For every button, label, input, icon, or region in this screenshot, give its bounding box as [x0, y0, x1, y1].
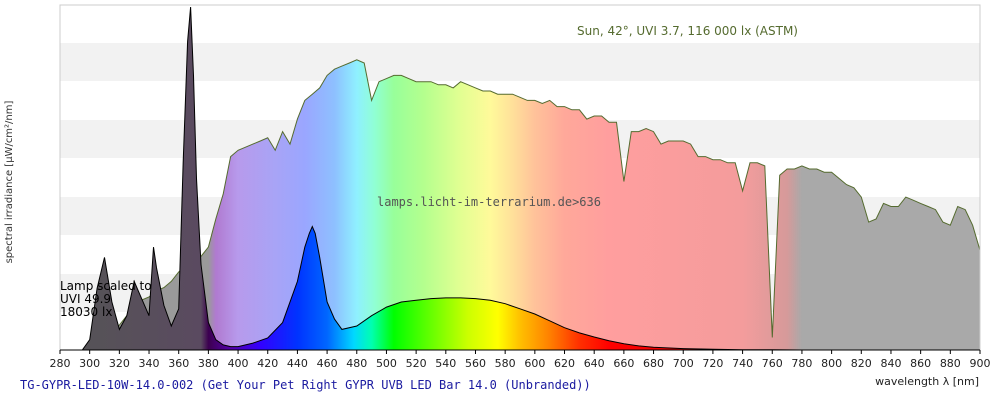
- lamp-spectrum-area: [81, 6, 980, 350]
- lamp-outline: [81, 6, 980, 350]
- x-tick-label-800: 800: [821, 357, 842, 370]
- x-tick-label-860: 860: [910, 357, 931, 370]
- x-tick-label-680: 680: [643, 357, 664, 370]
- x-tick-label-440: 440: [287, 357, 308, 370]
- x-tick-label-640: 640: [584, 357, 605, 370]
- x-axis-label: wavelength λ [nm]: [875, 375, 979, 388]
- x-tick-label-840: 840: [880, 357, 901, 370]
- x-tick-label-880: 880: [940, 357, 961, 370]
- x-tick-label-500: 500: [376, 357, 397, 370]
- x-tick-label-720: 720: [702, 357, 723, 370]
- x-tick-label-320: 320: [109, 357, 130, 370]
- x-tick-label-820: 820: [851, 357, 872, 370]
- x-tick-label-700: 700: [673, 357, 694, 370]
- x-tick-label-280: 280: [50, 357, 71, 370]
- x-tick-label-360: 360: [168, 357, 189, 370]
- x-tick-label-600: 600: [524, 357, 545, 370]
- footer-lamp-name: TG-GYPR-LED-10W-14.0-002 (Get Your Pet R…: [20, 378, 591, 392]
- x-tick-label-580: 580: [495, 357, 516, 370]
- lamp-note-line-1: Lamp scaled to: [60, 279, 152, 293]
- x-tick-label-520: 520: [406, 357, 427, 370]
- x-tick-label-400: 400: [228, 357, 249, 370]
- x-tick-label-480: 480: [346, 357, 367, 370]
- x-tick-label-560: 560: [465, 357, 486, 370]
- x-tick-label-300: 300: [79, 357, 100, 370]
- watermark: lamps.licht-im-terrarium.de>636: [377, 195, 601, 209]
- x-tick-label-620: 620: [554, 357, 575, 370]
- x-tick-label-740: 740: [732, 357, 753, 370]
- x-tick-label-660: 660: [613, 357, 634, 370]
- x-tick-label-340: 340: [139, 357, 160, 370]
- lamp-note-line-3: 18030 lx: [60, 305, 112, 319]
- x-tick-label-380: 380: [198, 357, 219, 370]
- x-tick-label-460: 460: [317, 357, 338, 370]
- y-axis-label: spectral irradiance [µW/cm²/nm]: [4, 100, 15, 263]
- x-tick-label-780: 780: [791, 357, 812, 370]
- lamp-area-fill: [82, 7, 980, 350]
- sun-outline: [74, 59, 980, 350]
- x-axis-ticks: 280 300 320 340 360 380 400 420 440 460 480 500 520 5…: [50, 350, 991, 370]
- lamp-note-line-2: UVI 49.9: [60, 292, 111, 306]
- x-tick-label-420: 420: [257, 357, 278, 370]
- sun-reference-label: Sun, 42°, UVI 3.7, 116 000 lx (ASTM): [577, 24, 798, 38]
- grid-band-1: [60, 43, 980, 81]
- x-tick-label-900: 900: [970, 357, 991, 370]
- x-tick-label-540: 540: [435, 357, 456, 370]
- x-tick-label-760: 760: [762, 357, 783, 370]
